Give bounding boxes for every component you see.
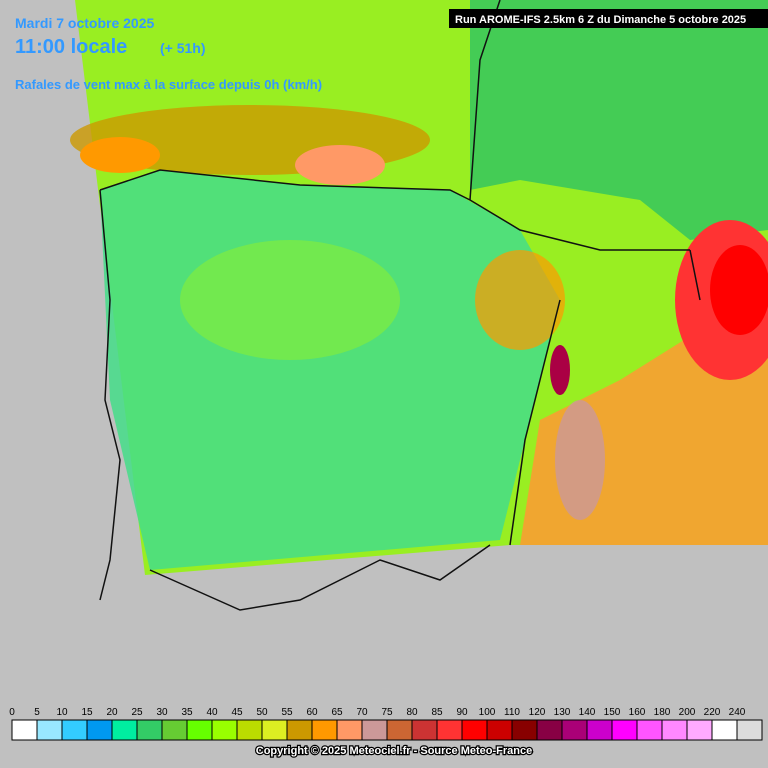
legend-label: 180 bbox=[654, 707, 671, 718]
legend-label: 30 bbox=[156, 707, 168, 718]
legend-label: 75 bbox=[381, 707, 393, 718]
legend-swatch bbox=[511, 719, 538, 741]
legend-label: 10 bbox=[56, 707, 68, 718]
legend-label: 130 bbox=[554, 707, 571, 718]
legend-swatch bbox=[361, 719, 388, 741]
field bbox=[550, 345, 570, 395]
field bbox=[295, 145, 385, 185]
date: Mardi 7 octobre 2025 bbox=[15, 15, 154, 31]
legend-swatch bbox=[711, 719, 738, 741]
legend-label: 15 bbox=[81, 707, 93, 718]
legend-swatch bbox=[111, 719, 138, 741]
legend-swatch bbox=[11, 719, 38, 741]
legend-label: 90 bbox=[456, 707, 468, 718]
legend-label: 240 bbox=[729, 707, 746, 718]
legend-swatch bbox=[261, 719, 288, 741]
legend-swatch bbox=[736, 719, 763, 741]
legend-label: 60 bbox=[306, 707, 318, 718]
legend-swatch bbox=[536, 719, 563, 741]
parameter: Rafales de vent max à la surface depuis … bbox=[15, 77, 322, 92]
legend-swatch bbox=[161, 719, 188, 741]
legend-label: 50 bbox=[256, 707, 268, 718]
field bbox=[475, 250, 565, 350]
legend-label: 110 bbox=[504, 707, 520, 718]
legend-label: 120 bbox=[529, 707, 546, 718]
legend-label: 20 bbox=[106, 707, 118, 718]
legend-label: 70 bbox=[356, 707, 368, 718]
legend-swatch bbox=[586, 719, 613, 741]
field bbox=[180, 240, 400, 360]
legend-label: 140 bbox=[579, 707, 596, 718]
legend-label: 85 bbox=[431, 707, 443, 718]
run-info: Run AROME-IFS 2.5km 6 Z du Dimanche 5 oc… bbox=[455, 14, 746, 26]
legend-label: 35 bbox=[181, 707, 193, 718]
legend: 0 5 10 15 20 25 30 35 40 45 50 55 60 65 70 75 80 85 90 100 1… bbox=[9, 707, 763, 741]
legend-swatch bbox=[36, 719, 63, 741]
lead-time: (+ 51h) bbox=[160, 40, 206, 56]
legend-label: 25 bbox=[131, 707, 143, 718]
legend-swatch bbox=[686, 719, 713, 741]
time: 11:00 locale bbox=[15, 36, 127, 58]
field bbox=[80, 137, 160, 173]
legend-label: 65 bbox=[331, 707, 343, 718]
legend-label: 45 bbox=[231, 707, 243, 718]
legend-swatch bbox=[636, 719, 663, 741]
legend-swatch bbox=[136, 719, 163, 741]
field bbox=[710, 245, 768, 335]
legend-swatch bbox=[86, 719, 113, 741]
legend-swatch bbox=[211, 719, 238, 741]
legend-swatch bbox=[336, 719, 363, 741]
legend-label: 220 bbox=[704, 707, 721, 718]
legend-label: 5 bbox=[34, 707, 40, 718]
legend-label: 100 bbox=[479, 707, 496, 718]
field bbox=[555, 400, 605, 520]
iberia-field bbox=[100, 170, 560, 570]
legend-label: 55 bbox=[281, 707, 293, 718]
legend-swatch bbox=[286, 719, 313, 741]
legend-label: 160 bbox=[629, 707, 646, 718]
legend-label: 150 bbox=[604, 707, 621, 718]
borders bbox=[99, 0, 701, 611]
legend-swatch bbox=[311, 719, 338, 741]
france-area bbox=[470, 0, 768, 240]
legend-swatch bbox=[436, 719, 463, 741]
legend-label: 0 bbox=[9, 707, 15, 718]
legend-swatch bbox=[411, 719, 438, 741]
legend-swatch bbox=[186, 719, 213, 741]
legend-swatch bbox=[611, 719, 638, 741]
legend-label: 200 bbox=[679, 707, 696, 718]
legend-swatch bbox=[61, 719, 88, 741]
legend-swatch bbox=[661, 719, 688, 741]
legend-swatch bbox=[561, 719, 588, 741]
legend-swatch bbox=[386, 719, 413, 741]
copyright: Copyright © 2025 Meteociel.fr - Source M… bbox=[256, 745, 532, 757]
legend-swatch bbox=[236, 719, 263, 741]
run-banner bbox=[449, 9, 768, 28]
legend-swatch bbox=[461, 719, 488, 741]
legend-swatch bbox=[486, 719, 513, 741]
legend-label: 40 bbox=[206, 707, 218, 718]
legend-label: 80 bbox=[406, 707, 418, 718]
